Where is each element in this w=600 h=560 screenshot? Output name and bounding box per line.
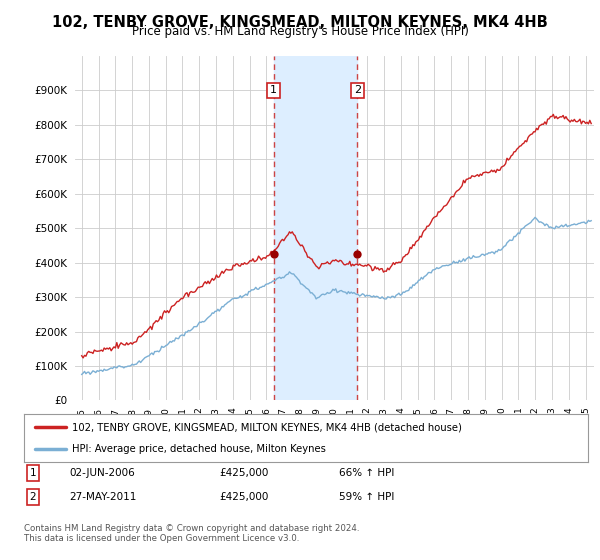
- Bar: [274, 56, 358, 400]
- Text: £425,000: £425,000: [219, 492, 268, 502]
- Text: HPI: Average price, detached house, Milton Keynes: HPI: Average price, detached house, Milt…: [72, 444, 326, 454]
- Text: 66% ↑ HPI: 66% ↑ HPI: [339, 468, 394, 478]
- Text: 102, TENBY GROVE, KINGSMEAD, MILTON KEYNES, MK4 4HB: 102, TENBY GROVE, KINGSMEAD, MILTON KEYN…: [52, 15, 548, 30]
- Text: £425,000: £425,000: [219, 468, 268, 478]
- Text: 2: 2: [29, 492, 37, 502]
- Text: Contains HM Land Registry data © Crown copyright and database right 2024.
This d: Contains HM Land Registry data © Crown c…: [24, 524, 359, 543]
- Text: Price paid vs. HM Land Registry's House Price Index (HPI): Price paid vs. HM Land Registry's House …: [131, 25, 469, 38]
- Text: 1: 1: [29, 468, 37, 478]
- Text: 1: 1: [270, 86, 277, 95]
- Text: 102, TENBY GROVE, KINGSMEAD, MILTON KEYNES, MK4 4HB (detached house): 102, TENBY GROVE, KINGSMEAD, MILTON KEYN…: [72, 422, 462, 432]
- Text: 59% ↑ HPI: 59% ↑ HPI: [339, 492, 394, 502]
- Text: 2: 2: [354, 86, 361, 95]
- Text: 02-JUN-2006: 02-JUN-2006: [69, 468, 135, 478]
- Text: 27-MAY-2011: 27-MAY-2011: [69, 492, 136, 502]
